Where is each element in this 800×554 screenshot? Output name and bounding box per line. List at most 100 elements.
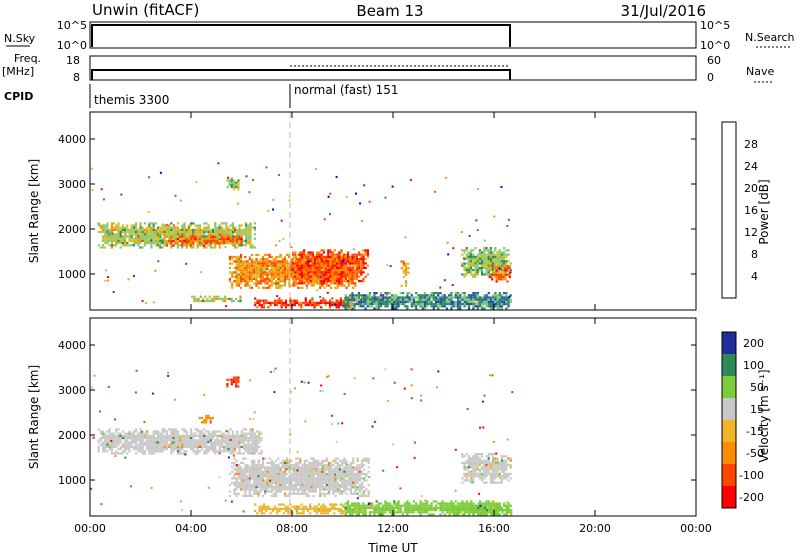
heatmap-cell [465,472,468,475]
heatmap-cell [102,430,105,433]
heatmap-cell [238,231,241,234]
heatmap-cell [256,437,259,440]
heatmap-cell [181,428,184,431]
heatmap-cell [496,464,499,467]
heatmap-cell [358,269,361,272]
heatmap-cell [179,448,182,451]
heatmap-cell [327,277,330,280]
heatmap-cell [483,481,486,484]
heatmap-cell [472,273,475,276]
heatmap-cell [349,260,352,263]
heatmap-cell [185,443,188,446]
heatmap-cell [150,437,153,440]
heatmap-cell [205,226,208,229]
heatmap-cell [487,459,490,462]
heatmap-cell [294,271,297,274]
heatmap-cell [237,179,240,182]
heatmap-cell [246,475,249,478]
heatmap-cell [360,258,363,261]
heatmap-cell [472,455,475,458]
heatmap-cell [229,434,232,437]
heatmap-cell [327,486,331,489]
heatmap-cell [407,262,410,265]
heatmap-cell [238,443,241,446]
heatmap-cell [360,294,363,297]
heatmap-cell [291,304,294,307]
heatmap-cell [492,455,495,458]
heatmap-cell [235,183,238,186]
heatmap-cell [161,428,164,431]
heatmap-cell [320,260,323,263]
heatmap-cell [334,286,337,289]
heatmap-cell [282,512,285,515]
heatmap-cell [472,461,475,464]
heatmap-cell [346,298,350,301]
heatmap-cell [318,264,321,267]
heatmap-cell [487,303,490,306]
heatmap-cell [174,237,177,241]
heatmap-cell [290,479,293,482]
heatmap-cell [126,235,129,238]
heatmap-cell [137,434,140,437]
heatmap-cell [375,303,378,306]
heatmap-cell [336,481,339,484]
heatmap-cell [257,461,260,465]
power-xaxis [89,112,697,310]
heatmap-cell [508,273,511,276]
heatmap-scatter-point [199,271,202,274]
heatmap-cell [483,464,486,467]
heatmap-cell [474,269,477,272]
heatmap-cell [353,277,356,280]
heatmap-cell [189,242,193,245]
heatmap-cell [481,260,484,263]
heatmap-cell [228,494,232,498]
heatmap-cell [494,298,497,301]
heatmap-cell [248,266,251,270]
heatmap-cell [148,441,151,444]
heatmap-cell [225,237,228,241]
heatmap-cell [255,477,258,480]
heatmap-cell [290,459,293,462]
heatmap-cell [124,443,127,446]
heatmap-cell [344,305,347,308]
heatmap-cell [227,237,230,241]
heatmap-cell [235,181,238,184]
heatmap-cell [467,251,470,254]
heatmap-cell [459,294,462,297]
heatmap-cell [393,298,396,301]
heatmap-cell [117,443,120,446]
heatmap-cell [316,269,319,272]
heatmap-cell [331,258,334,261]
heatmap-cell [308,488,311,491]
heatmap-cell [205,246,208,249]
heatmap-cell [437,298,440,301]
heatmap-cell [342,273,345,276]
heatmap-cell [459,300,462,303]
heatmap-cell [283,486,287,489]
heatmap-scatter-point [409,178,412,181]
heatmap-cell [242,244,245,247]
heatmap-cell [196,240,199,243]
heatmap-cell [309,277,312,280]
heatmap-cell [194,450,197,453]
heatmap-cell [483,470,486,473]
heatmap-cell [325,468,328,471]
heatmap-cell [344,294,347,297]
heatmap-cell [507,303,510,306]
heatmap-cell [163,441,166,444]
heatmap-cell [303,492,306,495]
heatmap-cell [496,258,499,261]
heatmap-cell [323,488,326,491]
heatmap-cell [141,434,144,437]
heatmap-cell [461,253,464,256]
heatmap-cell [324,512,327,515]
heatmap-cell [297,470,300,473]
heatmap-cell [478,457,481,460]
heatmap-cell [312,468,315,471]
heatmap-scatter-point [460,231,463,234]
heatmap-cell [150,244,153,247]
heatmap-cell [235,486,238,489]
heatmap-cell [386,298,389,301]
heatmap-cell [347,266,350,269]
heatmap-cell [472,258,475,261]
